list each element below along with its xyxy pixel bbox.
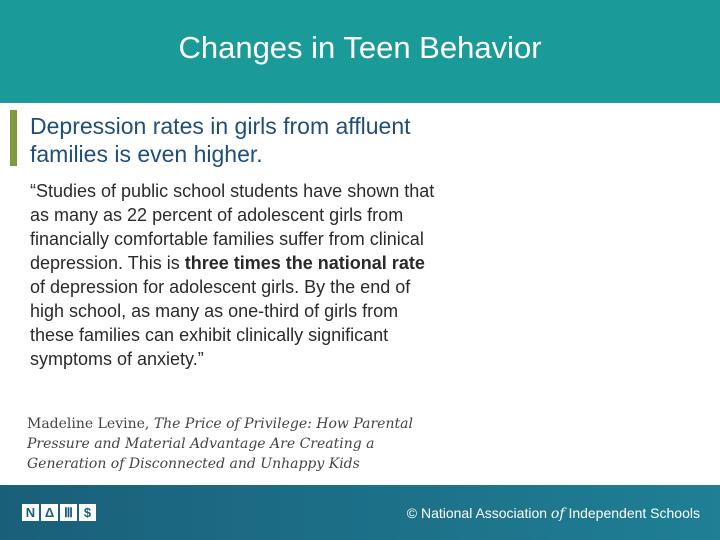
accent-bar (10, 110, 17, 166)
logo-cell: $ (79, 504, 96, 521)
subtitle: Depression rates in girls from affluent … (30, 113, 411, 167)
citation-work: The Price of Privilege: How Parental Pre… (27, 416, 413, 472)
quote-text: “Studies of public school students have … (30, 181, 435, 273)
footer-text: © National Association of Independent Sc… (407, 505, 700, 522)
quote-text: of depression for adolescent girls. By t… (30, 277, 411, 369)
footer-band (0, 485, 720, 540)
quote: “Studies of public school students have … (30, 179, 435, 371)
footer-text-part: © National Association (406, 505, 548, 521)
title: Changes in Teen Behavior (178, 30, 542, 65)
logo-cell: Ⅲ (60, 504, 77, 521)
citation: Madeline Levine, The Price of Privilege:… (27, 414, 437, 474)
quote-emphasis: three times the national rate (184, 253, 425, 273)
logo-cell: N (22, 504, 39, 521)
header-band: Changes in Teen Behavior (0, 0, 720, 103)
footer-text-part: Independent Schools (568, 505, 700, 521)
citation-author: Madeline Levine, (27, 416, 150, 432)
footer-text-part: of (550, 506, 565, 522)
logo-cell: Δ (41, 504, 58, 521)
logo: N Δ Ⅲ $ (22, 504, 96, 521)
